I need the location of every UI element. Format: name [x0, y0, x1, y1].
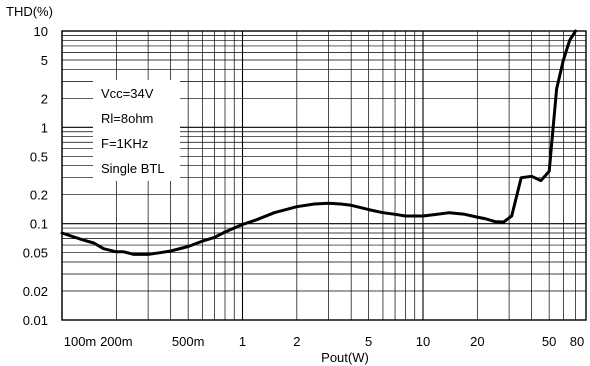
x-tick-label: 50: [542, 334, 556, 349]
y-tick-label: 2: [41, 91, 48, 106]
annotation-load: Rl=8ohm: [101, 111, 153, 126]
x-axis-title: Pout(W): [321, 350, 369, 365]
annotation-frequency: F=1KHz: [101, 136, 148, 151]
series-layer: [60, 29, 577, 256]
x-tick-label: 1: [239, 334, 246, 349]
plot-area-frame: [61, 30, 587, 321]
x-tick-label: 20: [470, 334, 484, 349]
y-tick-label: 0.02: [23, 284, 48, 299]
y-tick-label: 0.5: [30, 149, 48, 164]
y-tick-label: 0.2: [30, 188, 48, 203]
x-tick-label: 5: [365, 334, 372, 349]
y-tick-label: 10: [34, 24, 48, 39]
y-tick-label: 0.01: [23, 313, 48, 328]
x-tick-labels: 100m 200m 500m 1 2 5 10 20 50 80: [64, 334, 585, 349]
x-tick-label: 80: [570, 334, 584, 349]
y-tick-label: 0.05: [23, 246, 48, 261]
x-tick-label: 500m: [172, 334, 205, 349]
y-tick-label: 0.1: [30, 217, 48, 232]
annotation-vcc: Vcc=34V: [101, 86, 154, 101]
annotation-mode: Single BTL: [101, 161, 165, 176]
condition-legend-background: [93, 80, 180, 181]
y-axis-title: THD(%): [6, 4, 53, 19]
y-tick-label: 5: [41, 53, 48, 68]
x-tick-label: 10: [416, 334, 430, 349]
thd-series-line: [60, 29, 577, 256]
x-tick-label: 200m: [100, 334, 133, 349]
y-tick-label: 1: [41, 120, 48, 135]
x-tick-label: 2: [293, 334, 300, 349]
condition-legend-box: Vcc=34V Rl=8ohm F=1KHz Single BTL: [93, 80, 180, 181]
y-tick-labels: 10 5 2 1 0.5 0.2 0.1 0.05 0.02 0.01: [23, 24, 48, 328]
x-tick-label: 100m: [64, 334, 97, 349]
